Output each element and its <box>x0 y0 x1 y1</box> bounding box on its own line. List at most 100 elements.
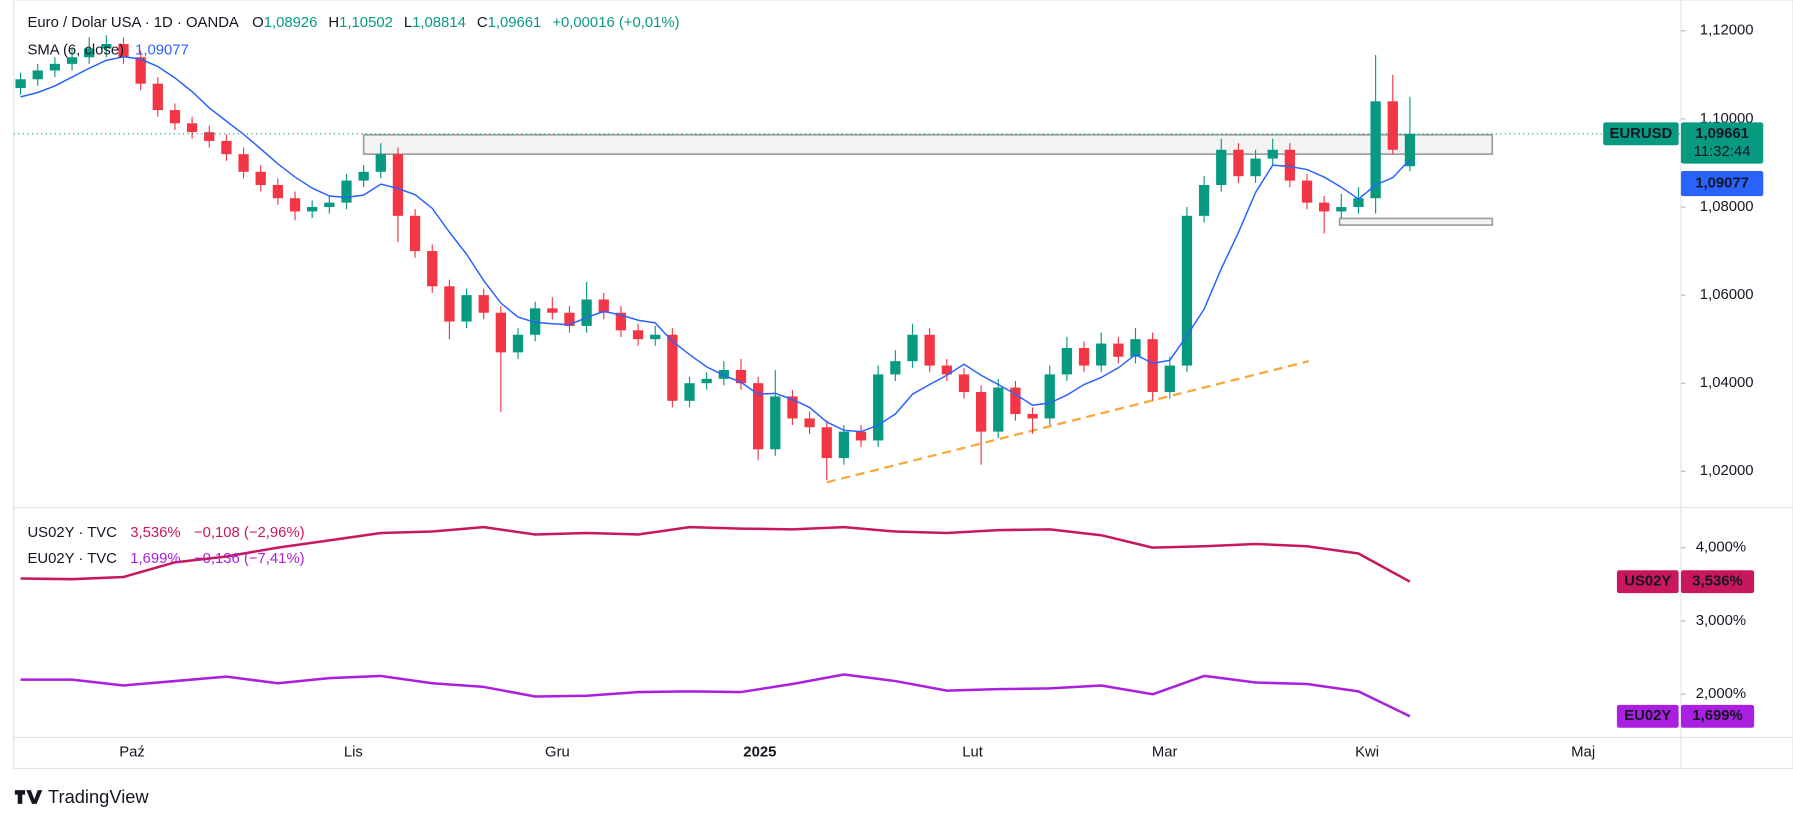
frame <box>13 0 1793 769</box>
candle-body <box>512 334 524 353</box>
candle-body <box>84 48 95 58</box>
candle-body <box>907 334 918 362</box>
brand-logo <box>14 790 43 804</box>
main-legend: Euro / Dolar USA · 1D · OANDA O1,08926 H… <box>27 15 679 31</box>
candle-body <box>15 79 26 89</box>
x-tick-label: Gru <box>545 744 570 760</box>
x-tick-label: 2025 <box>743 744 776 760</box>
ohlc-value: 1,09661 <box>488 15 542 31</box>
candle-body <box>632 330 644 340</box>
candle-body <box>821 427 832 459</box>
candle-body <box>1336 207 1347 212</box>
y-tick-label: 4,000% <box>1696 540 1746 556</box>
candle-body <box>787 396 798 419</box>
candle-body <box>1113 343 1124 357</box>
candle-body <box>1061 347 1073 375</box>
candle-body <box>701 378 712 384</box>
yield-tag <box>1616 570 1679 594</box>
candle-body <box>941 365 952 375</box>
y-tick-label: 3,000% <box>1696 613 1746 629</box>
candle-body <box>358 171 369 181</box>
ohlc-value: 1,10502 <box>339 15 393 31</box>
x-tick-label: Lut <box>962 744 984 760</box>
candle-body <box>1284 149 1296 181</box>
y-tick-label: 1,04000 <box>1700 375 1754 391</box>
candle-body <box>667 334 678 401</box>
legend-name: US02Y · TVC <box>27 525 117 541</box>
ohlc-key: H <box>328 15 339 31</box>
candle-body <box>1078 347 1090 366</box>
candle-body <box>32 70 43 80</box>
y-tick-label: 1,08000 <box>1700 199 1754 215</box>
candle-body <box>1387 101 1398 150</box>
candle-body <box>375 154 386 172</box>
candle-body <box>272 184 284 199</box>
candle-body <box>169 110 181 124</box>
candle-body <box>341 180 352 203</box>
candle-body <box>1404 133 1416 167</box>
candle-body <box>307 207 318 212</box>
yield-tag-name: EU02Y <box>1624 708 1671 724</box>
candle-body <box>1010 387 1021 415</box>
candle-body <box>461 295 472 322</box>
x-tick-label: Paź <box>119 744 145 760</box>
x-tick-label: Lis <box>344 744 363 760</box>
candle-body <box>598 299 609 313</box>
candle-body <box>427 251 438 287</box>
candle-body <box>615 312 627 331</box>
trendline <box>826 360 1310 484</box>
candle-body <box>478 295 489 313</box>
candle-body <box>1096 343 1107 366</box>
candle-body <box>752 383 764 450</box>
candle-body <box>238 154 249 172</box>
ohlc-key: O <box>252 15 264 31</box>
legend-change: −0,136 (−7,41%) <box>194 551 305 567</box>
candle-body <box>444 286 455 322</box>
sma-legend: SMA (6, close) 1,09077 <box>27 42 188 58</box>
yield-tag-label: 1,699% <box>1692 708 1742 724</box>
y-tick-label: 2,000% <box>1696 686 1746 702</box>
legend-name: SMA (6, close) <box>27 42 124 58</box>
y-tick-label: 1,06000 <box>1700 287 1754 303</box>
candle-body <box>1233 149 1244 177</box>
legend-value: 1,699% <box>130 551 180 567</box>
x-tick-label: Maj <box>1571 744 1595 760</box>
countdown: 11:32:44 <box>1694 144 1751 160</box>
candle-body <box>1353 198 1364 208</box>
candle-body <box>221 140 232 155</box>
ohlc-key: L <box>404 15 412 31</box>
candle-body <box>855 431 867 441</box>
brand-name: TradingView <box>48 786 149 807</box>
candle-body <box>118 44 129 58</box>
sma-tag-label: 1,09077 <box>1695 176 1749 192</box>
candle-body <box>392 154 404 216</box>
sma-tag <box>1680 171 1764 197</box>
x-tick-label: Mar <box>1152 744 1178 760</box>
candle-body <box>993 387 1004 432</box>
candle-body <box>409 215 421 252</box>
candle-body <box>186 123 198 133</box>
marks: Paź Lis Gru 2025 Lut Mar Kwi Maj 1,02000 1,04000 1… <box>13 23 1764 760</box>
candle-body <box>530 308 541 335</box>
yield-line <box>20 673 1411 718</box>
candle-body <box>135 57 146 84</box>
y-tick-label: 1,12000 <box>1700 23 1754 39</box>
sma-line <box>20 56 1411 433</box>
candle-body <box>718 369 729 379</box>
legend-value: 1,09077 <box>135 42 189 58</box>
candle-body <box>958 374 970 393</box>
candle-body <box>255 171 266 185</box>
candle-body <box>204 132 215 141</box>
zone <box>362 133 1494 156</box>
eu02y-legend: EU02Y · TVC 1,699% −0,136 (−7,41%) <box>27 551 304 567</box>
candle-body <box>650 334 661 340</box>
candle-body <box>1130 339 1141 357</box>
candle-body <box>1216 149 1227 185</box>
legend-value: 3,536% <box>130 525 180 541</box>
price-tag-label: 1,09661 <box>1695 126 1749 142</box>
candle-body <box>804 418 815 428</box>
candle-body <box>66 57 78 64</box>
price-tag <box>1680 122 1764 164</box>
ohlc-value: 1,08926 <box>264 15 318 31</box>
